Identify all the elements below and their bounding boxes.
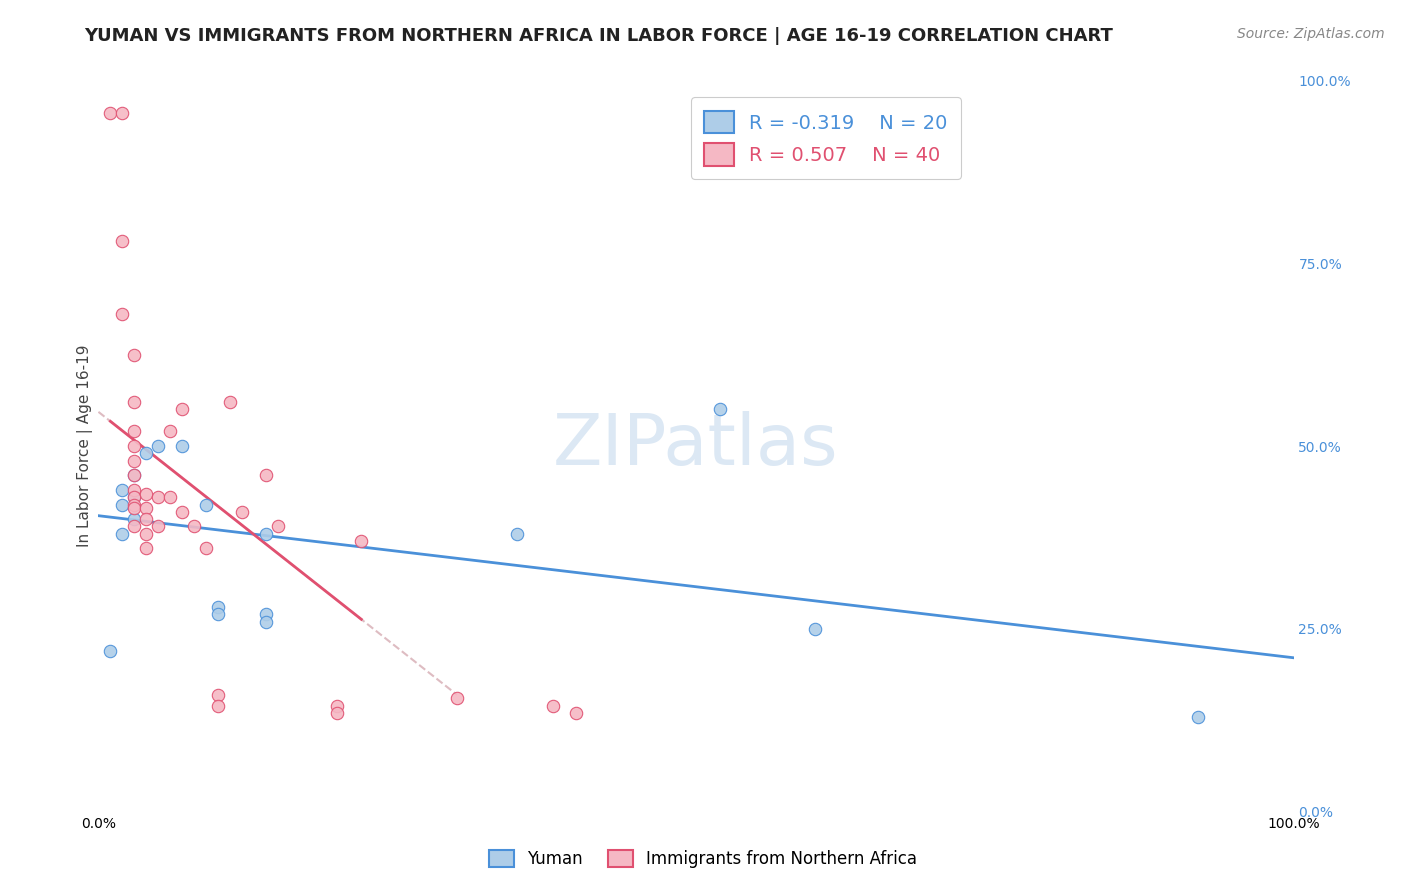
Point <box>124 453 146 467</box>
Point <box>124 395 146 409</box>
Point <box>254 615 277 629</box>
Point <box>350 534 373 549</box>
Point <box>254 607 277 622</box>
Point <box>124 490 146 504</box>
Point <box>111 498 134 512</box>
Point <box>135 486 157 500</box>
Point <box>111 307 134 321</box>
Point <box>148 519 170 533</box>
Point <box>195 498 218 512</box>
Point <box>804 622 827 636</box>
Point <box>254 526 277 541</box>
Legend: Yuman, Immigrants from Northern Africa: Yuman, Immigrants from Northern Africa <box>482 843 924 875</box>
Point <box>111 526 134 541</box>
Point <box>135 501 157 516</box>
Point <box>207 698 229 713</box>
Point <box>159 425 181 439</box>
Point <box>207 599 229 614</box>
Point <box>124 490 146 504</box>
Point <box>124 501 146 516</box>
Point <box>183 519 205 533</box>
Text: Source: ZipAtlas.com: Source: ZipAtlas.com <box>1237 27 1385 41</box>
Point <box>135 512 157 526</box>
Point <box>1187 709 1209 723</box>
Point <box>219 395 242 409</box>
Point <box>124 519 146 533</box>
Point <box>326 706 349 720</box>
Point <box>124 468 146 483</box>
Point <box>124 468 146 483</box>
Point <box>267 519 290 533</box>
Point <box>231 505 253 519</box>
Point <box>98 644 122 658</box>
Point <box>709 402 731 417</box>
Point <box>159 490 181 504</box>
Point <box>565 706 588 720</box>
Point <box>111 234 134 248</box>
Point <box>541 698 564 713</box>
Point <box>111 483 134 497</box>
Point <box>124 483 146 497</box>
Point <box>135 541 157 556</box>
Point <box>124 512 146 526</box>
Point <box>124 347 146 362</box>
Y-axis label: In Labor Force | Age 16-19: In Labor Force | Age 16-19 <box>77 344 93 548</box>
Point <box>148 439 170 453</box>
Point <box>135 446 157 460</box>
Point <box>148 490 170 504</box>
Text: ZIPatlas: ZIPatlas <box>553 411 839 481</box>
Point <box>207 607 229 622</box>
Point <box>124 498 146 512</box>
Point <box>124 439 146 453</box>
Point <box>98 106 122 120</box>
Point <box>446 691 468 706</box>
Point <box>172 505 194 519</box>
Point <box>207 688 229 702</box>
Point <box>111 106 134 120</box>
Point <box>195 541 218 556</box>
Point <box>506 526 529 541</box>
Point <box>326 698 349 713</box>
Legend: R = -0.319    N = 20, R = 0.507    N = 40: R = -0.319 N = 20, R = 0.507 N = 40 <box>690 97 962 179</box>
Point <box>254 468 277 483</box>
Point <box>172 402 194 417</box>
Point <box>135 526 157 541</box>
Text: YUMAN VS IMMIGRANTS FROM NORTHERN AFRICA IN LABOR FORCE | AGE 16-19 CORRELATION : YUMAN VS IMMIGRANTS FROM NORTHERN AFRICA… <box>84 27 1114 45</box>
Point <box>124 425 146 439</box>
Point <box>172 439 194 453</box>
